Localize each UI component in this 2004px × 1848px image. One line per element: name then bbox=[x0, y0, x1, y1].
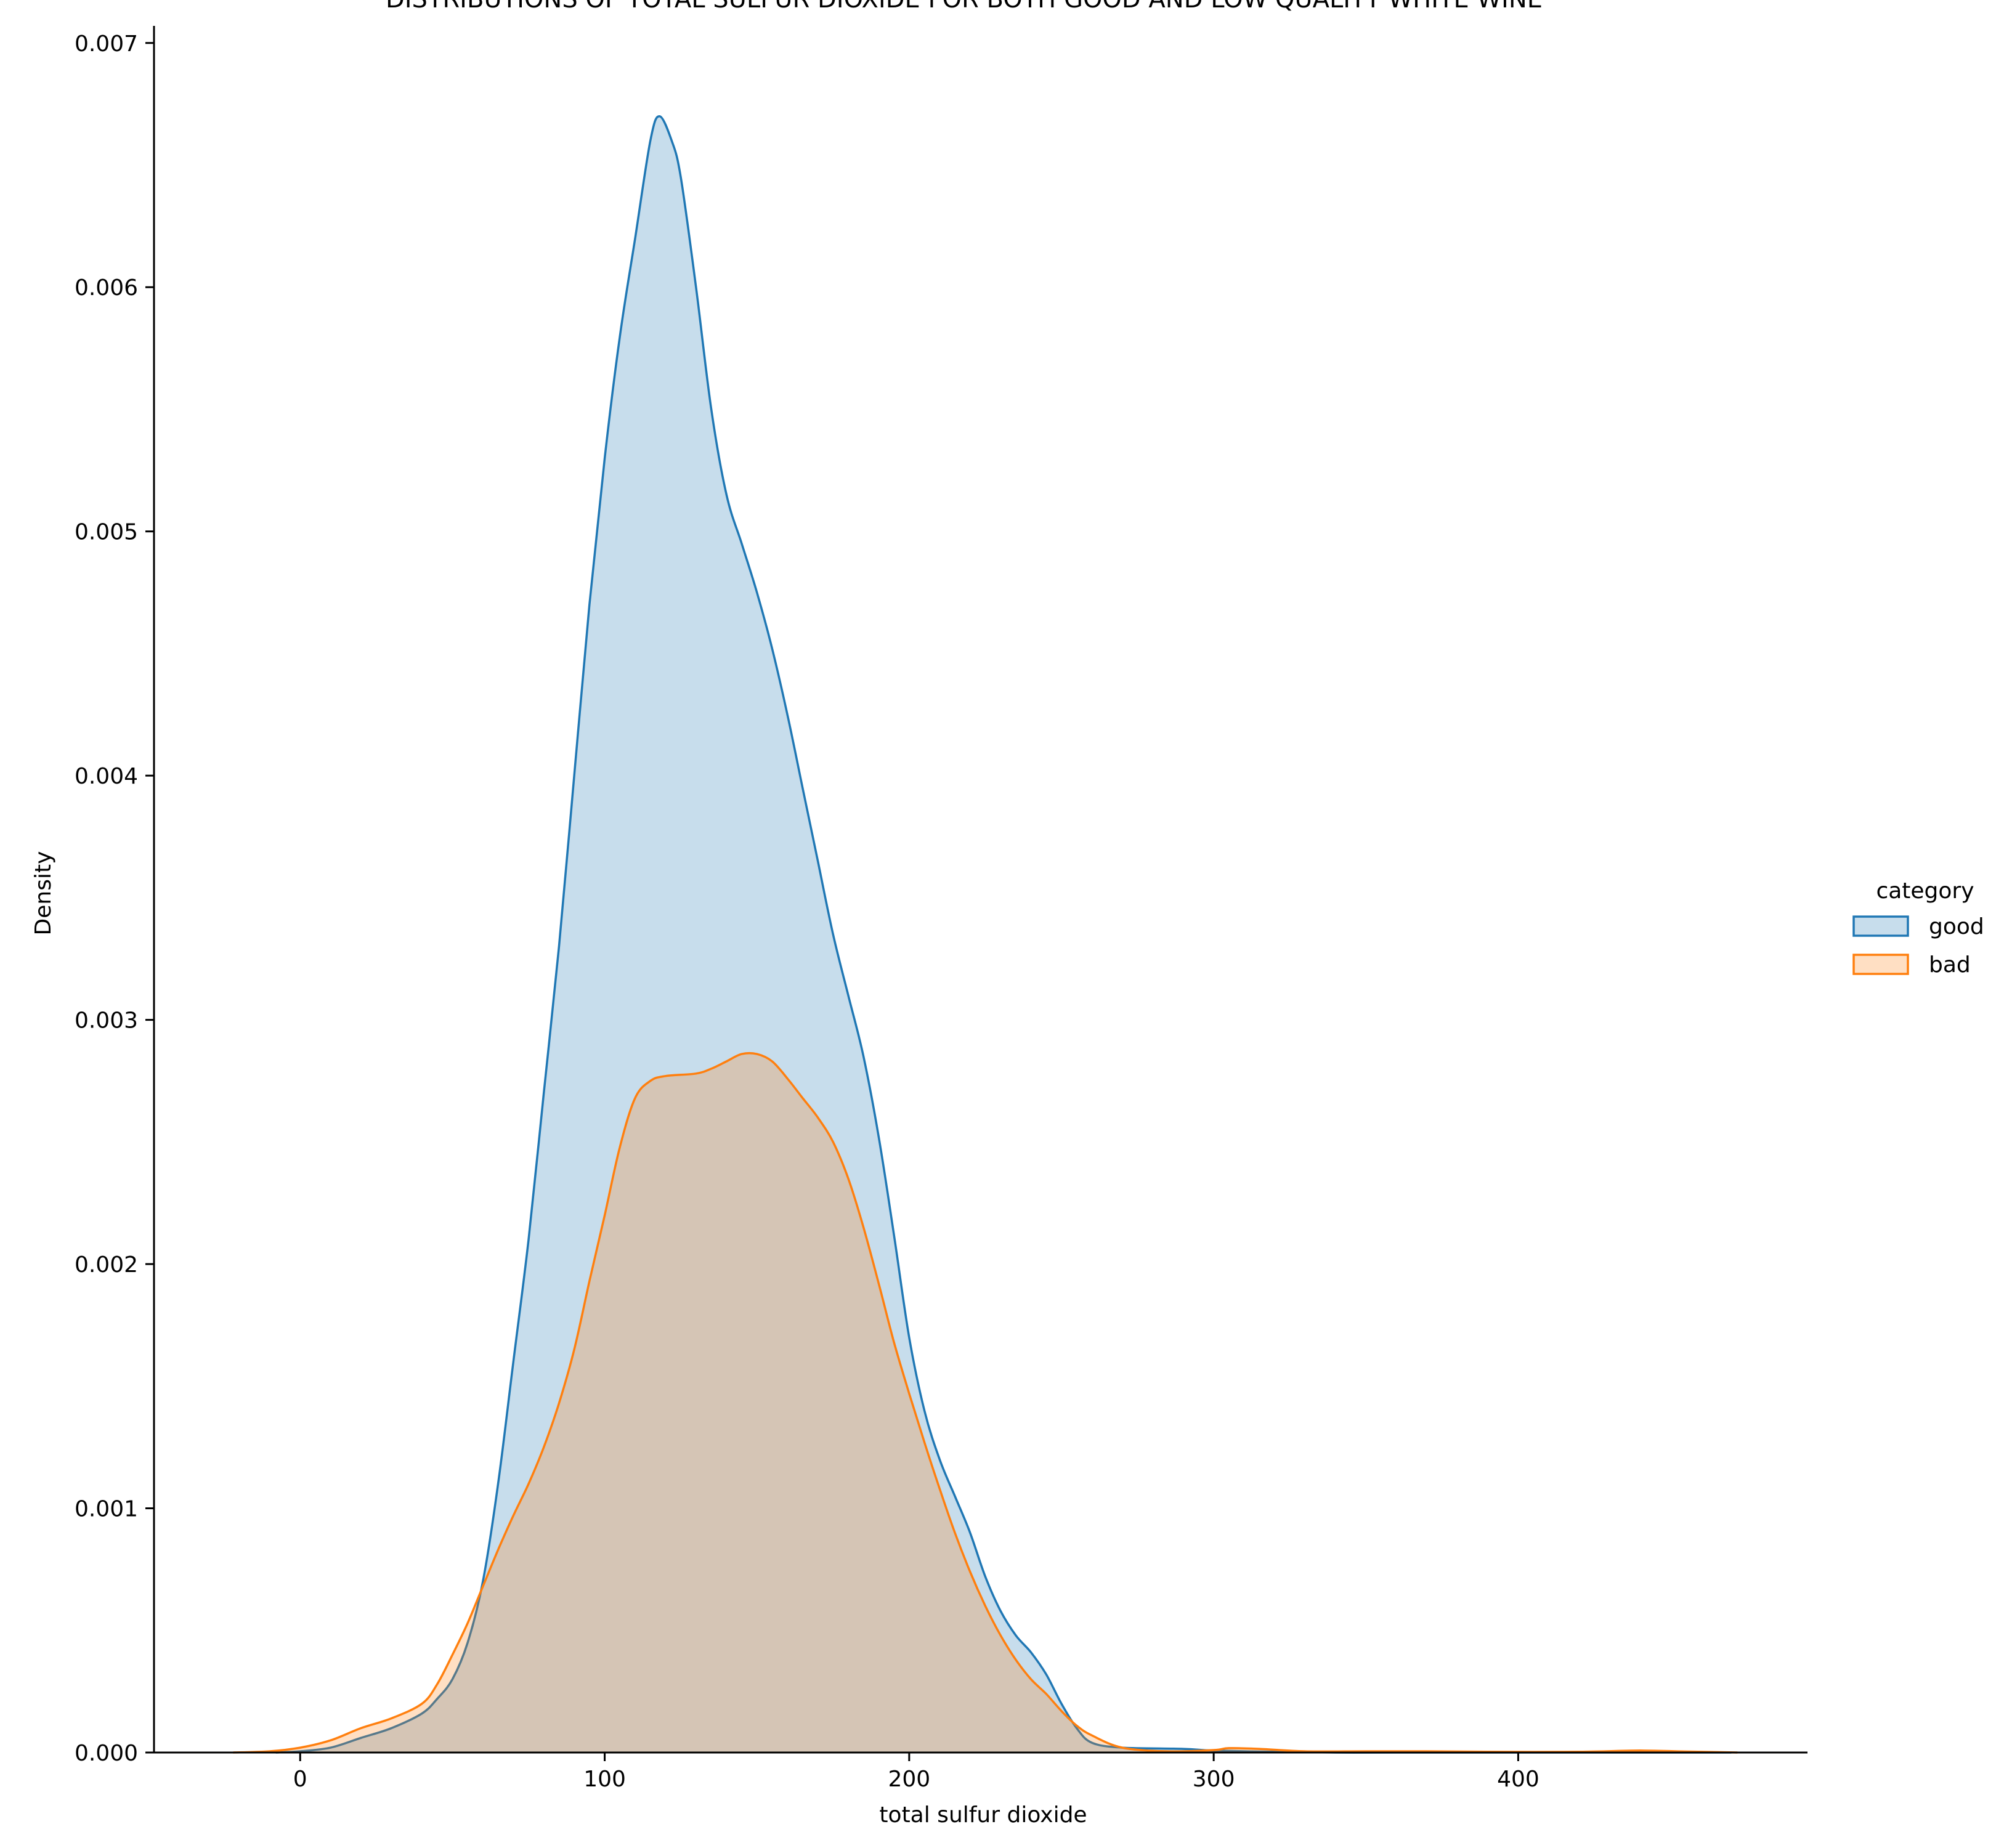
legend-title: category bbox=[1876, 878, 1974, 904]
y-axis-label: Density bbox=[31, 851, 56, 936]
y-tick-label: 0.002 bbox=[75, 1252, 138, 1278]
y-tick-label: 0.004 bbox=[75, 764, 138, 789]
y-tick-label: 0.000 bbox=[75, 1741, 138, 1766]
chart-title: DISTRIBUTIONS OF TOTAL SULFUR DIOXIDE FO… bbox=[386, 0, 1543, 14]
series-area-good bbox=[275, 116, 1732, 1753]
legend-label-good: good bbox=[1929, 914, 1984, 939]
series-layer bbox=[233, 115, 1738, 1754]
y-tick-label: 0.007 bbox=[75, 31, 138, 57]
x-tick-label: 300 bbox=[1193, 1767, 1235, 1792]
legend-swatch-good bbox=[1852, 915, 1909, 937]
x-axis-label: total sulfur dioxide bbox=[879, 1802, 1087, 1828]
x-tick-label: 100 bbox=[583, 1767, 626, 1792]
legend-swatch-bad bbox=[1852, 954, 1909, 975]
legend-label-bad: bad bbox=[1929, 952, 1971, 978]
y-ticks: 0.000 0.001 0.002 0.003 0.004 0.005 0.006 0.007 bbox=[75, 31, 154, 1766]
series-area-bad bbox=[233, 1053, 1738, 1753]
x-tick-label: 400 bbox=[1497, 1767, 1540, 1792]
y-tick-label: 0.001 bbox=[75, 1497, 138, 1522]
series-line-good bbox=[275, 115, 1732, 1754]
y-tick-label: 0.003 bbox=[75, 1008, 138, 1034]
y-tick-label: 0.006 bbox=[75, 275, 138, 301]
series-line-bad bbox=[233, 1052, 1738, 1754]
legend-items: good bad bbox=[1852, 914, 1984, 978]
legend: category good bad bbox=[1852, 878, 1984, 978]
x-tick-label: 0 bbox=[293, 1767, 307, 1792]
x-ticks: 0 100 200 300 400 bbox=[293, 1753, 1540, 1792]
y-tick-label: 0.005 bbox=[75, 520, 138, 545]
x-tick-label: 200 bbox=[888, 1767, 930, 1792]
